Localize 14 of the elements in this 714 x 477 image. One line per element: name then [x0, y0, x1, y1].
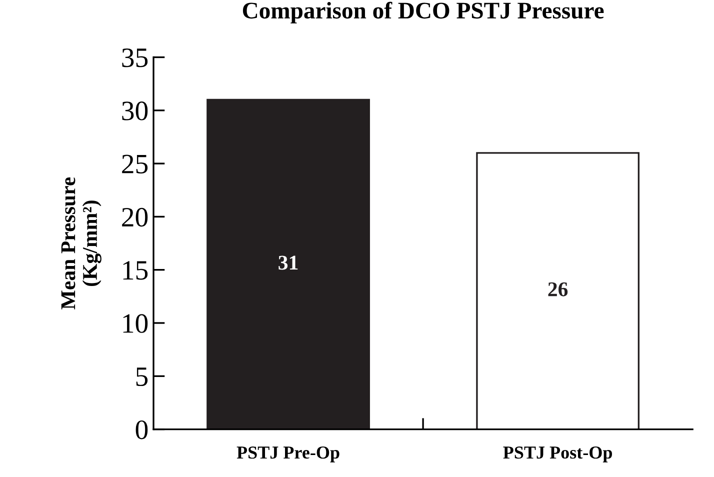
y-axis-title: Mean Pressure (Kg/mm²) — [61, 177, 102, 310]
y-tick-label: 5 — [136, 368, 148, 386]
x-tick-label: PSTJ Post-Op — [503, 446, 612, 462]
y-tick-label: 25 — [122, 154, 148, 174]
chart-title: Comparison of DCO PSTJ Pressure — [242, 2, 604, 24]
y-tick-label: 0 — [136, 420, 148, 440]
x-tick-label: PSTJ Pre-Op — [236, 446, 340, 462]
y-tick-label: 15 — [123, 261, 148, 280]
y-tick-label: 10 — [123, 314, 148, 333]
y-tick-label: 35 — [122, 48, 148, 68]
data-label: 31 — [278, 256, 298, 270]
data-label: 26 — [548, 282, 568, 296]
y-tick-label: 30 — [122, 102, 148, 120]
y-tick-label: 20 — [122, 208, 148, 227]
